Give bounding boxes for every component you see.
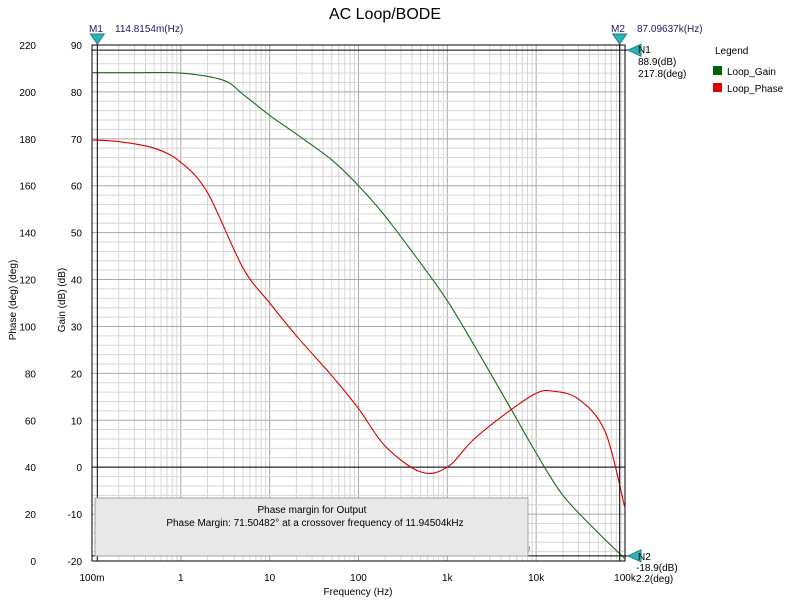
phase-tick-label: 20 bbox=[25, 510, 37, 521]
marker-n2-gain: -18.9(dB) bbox=[636, 563, 678, 574]
gain-tick-label: 40 bbox=[71, 276, 83, 287]
gain-tick-label: 20 bbox=[71, 369, 83, 380]
phase-margin-box bbox=[94, 497, 529, 557]
gain-tick-label: 30 bbox=[71, 322, 83, 333]
marker-n1-label: N1 bbox=[638, 45, 651, 56]
chart-title: AC Loop/BODE bbox=[329, 6, 441, 23]
legend-label-loop-phase: Loop_Phase bbox=[727, 84, 784, 95]
x-tick-label: 100 bbox=[350, 573, 367, 584]
marker-m2-readout: 87.09637k(Hz) bbox=[637, 24, 703, 35]
plot-frame-layer bbox=[91, 44, 626, 562]
axis-text-layer: 100m 1 10 100 1k 10k 100k -20 -10 0 10 20 30 40 50 60 70… bbox=[19, 41, 637, 584]
series-line-loop-gain bbox=[91, 71, 626, 560]
phase-tick-label: 0 bbox=[30, 557, 36, 568]
phase-axis-title: Phase (deg) (deg) bbox=[8, 260, 19, 341]
phase-tick-label: 140 bbox=[19, 229, 36, 240]
gain-tick-label: -10 bbox=[68, 510, 83, 521]
phase-margin-text: Phase Margin: 71.50482° at a crossover f… bbox=[166, 518, 463, 529]
gain-tick-label: -20 bbox=[68, 557, 83, 568]
gain-tick-label: 0 bbox=[76, 463, 82, 474]
legend-swatch-loop-phase bbox=[713, 83, 722, 92]
phase-tick-label: 220 bbox=[19, 41, 36, 52]
legend-label-loop-gain: Loop_Gain bbox=[727, 67, 776, 78]
marker-m2-handle[interactable] bbox=[611, 33, 628, 45]
plot-frame bbox=[91, 44, 626, 562]
x-axis-title: Frequency (Hz) bbox=[324, 587, 393, 598]
gain-tick-label: 10 bbox=[71, 416, 83, 427]
phase-tick-label: 60 bbox=[25, 416, 37, 427]
marker-m1-handle[interactable] bbox=[89, 33, 106, 45]
marker-n1-phase: 217.8(deg) bbox=[638, 69, 686, 80]
legend-title: Legend bbox=[715, 46, 748, 57]
marker-n1-gain: 88.9(dB) bbox=[638, 57, 676, 68]
x-tick-label: 1 bbox=[178, 573, 184, 584]
gain-tick-label: 70 bbox=[71, 135, 83, 146]
x-tick-label: 100m bbox=[79, 573, 104, 584]
phase-tick-label: 100 bbox=[19, 322, 36, 333]
legend-swatch-loop-gain bbox=[713, 66, 722, 75]
marker-n2-label: N2 bbox=[638, 552, 651, 563]
marker-m1-readout: 114.8154m(Hz) bbox=[115, 24, 183, 35]
x-tick-label: 1k bbox=[442, 573, 454, 584]
phase-tick-label: 160 bbox=[19, 182, 36, 193]
marker-n1-handle[interactable] bbox=[626, 43, 642, 57]
x-tick-label: 100k bbox=[614, 573, 637, 584]
phase-margin-title: Phase margin for Output bbox=[258, 505, 367, 516]
marker-n2-phase: 2.2(deg) bbox=[636, 574, 673, 585]
series-layer bbox=[91, 71, 626, 560]
gain-axis-title: Gain (dB) (dB) bbox=[57, 268, 68, 332]
gain-tick-label: 80 bbox=[71, 88, 83, 99]
phase-tick-label: 180 bbox=[19, 135, 36, 146]
phase-tick-label: 40 bbox=[25, 463, 37, 474]
phase-tick-label: 200 bbox=[19, 88, 36, 99]
marker-m2-label: M2 bbox=[611, 24, 625, 35]
x-tick-label: 10 bbox=[264, 573, 276, 584]
x-tick-label: 10k bbox=[528, 573, 545, 584]
marker-n2-handle[interactable] bbox=[626, 549, 642, 563]
marker-layer[interactable] bbox=[89, 33, 642, 563]
series-line-loop-phase bbox=[91, 139, 626, 509]
gain-tick-label: 60 bbox=[71, 182, 83, 193]
phase-tick-label: 120 bbox=[19, 276, 36, 287]
gain-tick-label: 50 bbox=[71, 229, 83, 240]
phase-tick-label: 80 bbox=[25, 369, 37, 380]
gain-tick-label: 90 bbox=[71, 41, 83, 52]
marker-m1-label: M1 bbox=[89, 24, 103, 35]
